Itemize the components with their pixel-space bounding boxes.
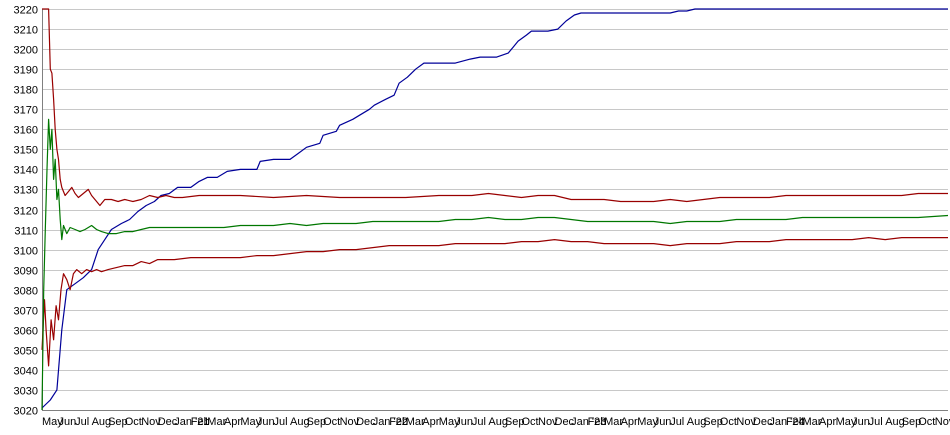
x-tick-label-7: Dec [158, 416, 178, 428]
series-line-2 [42, 8, 948, 207]
x-tick-label-5: Oct [125, 416, 142, 428]
x-tick-label-45: Feb [786, 416, 805, 428]
y-tick-label-3160: 3160 [14, 125, 38, 137]
x-tick-label-23: Apr [422, 416, 439, 428]
y-tick-label-3030: 3030 [14, 386, 38, 398]
series-line-4 [41, 118, 949, 411]
series-line-1 [41, 8, 948, 409]
x-tick-label-38: Jul [670, 416, 684, 428]
x-tick-label-34: Mar [604, 416, 623, 428]
x-tick-label-42: Nov [736, 416, 756, 428]
y-tick-label-3060: 3060 [14, 326, 38, 338]
x-tick-label-0: May [42, 416, 63, 428]
x-tick-label-16: Sep [307, 416, 327, 428]
y-tick-label-3110: 3110 [14, 226, 38, 238]
y-tick-label-3050: 3050 [14, 346, 38, 358]
x-tick-label-36: May [637, 416, 658, 428]
x-tick-label-51: Aug [885, 416, 905, 428]
x-tick-label-20: Jan '22 [373, 416, 408, 428]
x-tick-label-3: Aug [92, 416, 112, 428]
x-tick-label-1: Jun [59, 416, 77, 428]
series-line-3 [41, 237, 948, 367]
y-tick-label-3200: 3200 [14, 45, 38, 57]
x-tick-label-13: Jun [257, 416, 275, 428]
y-tick-label-3210: 3210 [14, 25, 38, 37]
x-tick-label-41: Oct [720, 416, 737, 428]
x-tick-label-46: Mar [803, 416, 822, 428]
x-tick-label-21: Feb [389, 416, 408, 428]
x-tick-label-37: Jun [654, 416, 672, 428]
x-tick-label-8: Jan '21 [174, 416, 209, 428]
x-tick-label-25: Jun [455, 416, 473, 428]
x-tick-label-4: Sep [108, 416, 128, 428]
y-tick-label-3220: 3220 [14, 5, 38, 17]
x-tick-label-15: Aug [290, 416, 310, 428]
x-tick-label-49: Jun [852, 416, 870, 428]
x-tick-label-54: Nov [935, 416, 950, 428]
x-tick-label-24: May [439, 416, 460, 428]
y-tick-label-3130: 3130 [14, 185, 38, 197]
x-tick-label-11: Apr [224, 416, 241, 428]
x-tick-label-14: Jul [274, 416, 288, 428]
x-tick-label-17: Oct [323, 416, 340, 428]
series-lines [41, 8, 949, 411]
y-tick-label-3140: 3140 [14, 165, 38, 177]
x-tick-label-53: Oct [918, 416, 935, 428]
x-tick-label-27: Aug [488, 416, 508, 428]
y-tick-label-3020: 3020 [14, 406, 38, 418]
x-tick-label-22: Mar [406, 416, 425, 428]
x-tick-label-12: May [240, 416, 261, 428]
horizontal-gridlines [42, 9, 948, 411]
x-tick-label-47: Apr [819, 416, 836, 428]
x-tick-label-26: Jul [472, 416, 486, 428]
x-tick-label-29: Oct [522, 416, 539, 428]
x-tick-label-43: Dec [753, 416, 773, 428]
x-tick-label-52: Sep [902, 416, 922, 428]
x-tick-label-10: Mar [207, 416, 226, 428]
x-tick-label-35: Apr [621, 416, 638, 428]
x-tick-label-44: Jan '24 [769, 416, 804, 428]
y-tick-label-3100: 3100 [14, 246, 38, 258]
x-tick-label-28: Sep [505, 416, 525, 428]
x-tick-label-50: Jul [869, 416, 883, 428]
y-tick-label-3090: 3090 [14, 266, 38, 278]
y-tick-label-3150: 3150 [14, 145, 38, 157]
y-axis-tick-labels: 3020 3030 3040 3050 3060 3070 3080 3090 3100 3110… [14, 5, 38, 418]
x-tick-label-30: Nov [538, 416, 558, 428]
x-tick-label-31: Dec [555, 416, 575, 428]
x-tick-label-19: Dec [356, 416, 376, 428]
x-tick-label-33: Feb [588, 416, 607, 428]
y-tick-label-3080: 3080 [14, 286, 38, 298]
y-tick-label-3190: 3190 [14, 65, 38, 77]
y-tick-label-3070: 3070 [14, 306, 38, 318]
y-tick-label-3170: 3170 [14, 105, 38, 117]
x-tick-label-40: Sep [703, 416, 723, 428]
x-tick-label-6: Nov [141, 416, 161, 428]
x-tick-label-2: Jul [75, 416, 89, 428]
y-tick-label-3040: 3040 [14, 366, 38, 378]
x-tick-label-18: Nov [340, 416, 360, 428]
x-tick-label-48: May [836, 416, 857, 428]
x-tick-label-32: Jan '23 [571, 416, 606, 428]
y-tick-label-3120: 3120 [14, 206, 38, 218]
x-tick-label-39: Aug [687, 416, 707, 428]
y-tick-label-3180: 3180 [14, 85, 38, 97]
x-tick-label-9: Feb [191, 416, 210, 428]
